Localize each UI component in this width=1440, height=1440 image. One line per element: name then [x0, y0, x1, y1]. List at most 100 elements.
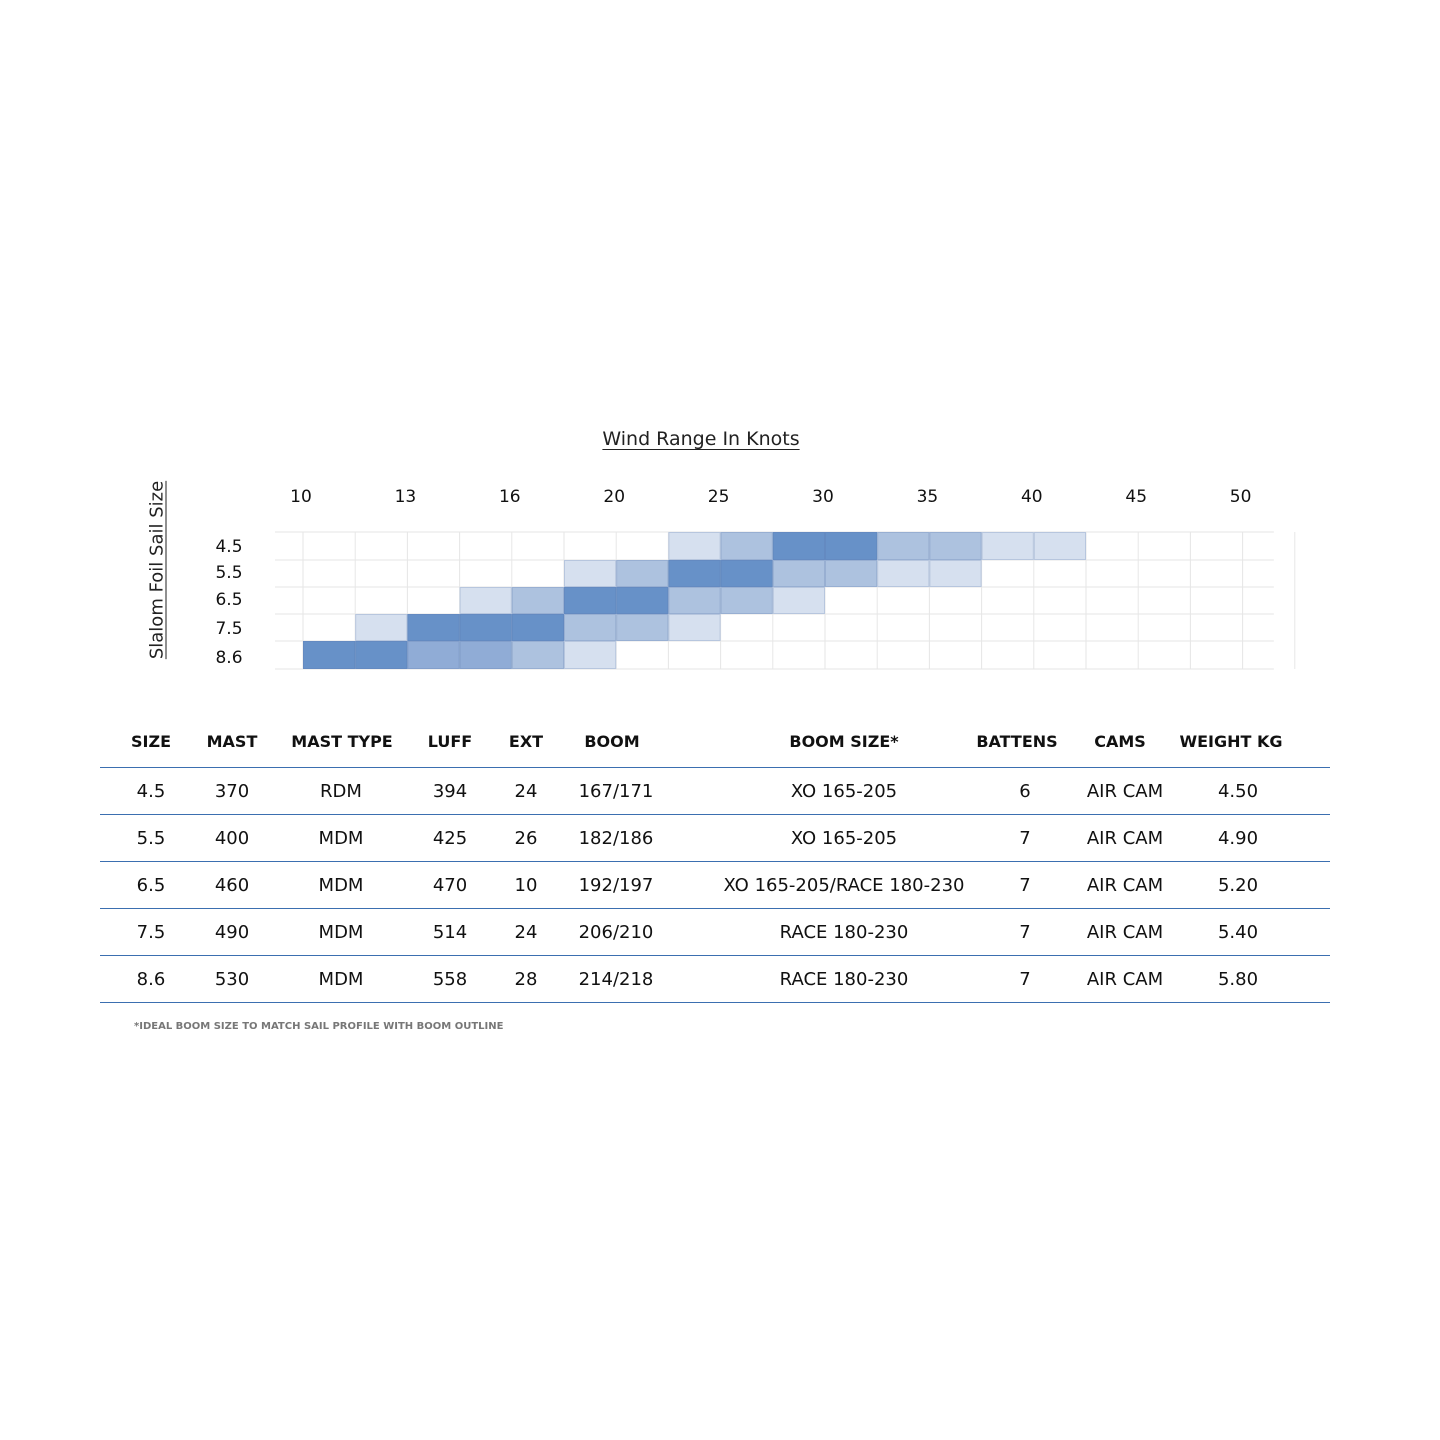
heatmap-cell	[616, 614, 669, 641]
heatmap-cell-edge	[303, 641, 356, 669]
table-cell: RDM	[320, 780, 362, 802]
heatmap-cell-edge	[616, 560, 669, 587]
heatmap-cell-edge	[668, 532, 721, 560]
heatmap-cell-edge	[668, 587, 721, 614]
table-cell: XO 165-205	[790, 827, 898, 849]
table-cell: 7	[1019, 874, 1031, 896]
table-cell: RACE 180-230	[779, 968, 909, 990]
table-cell: 490	[214, 921, 250, 943]
spec-table: SIZE MAST MAST TYPE LUFF EXT BOOM BOOM SIZE* BA…	[100, 715, 1330, 1003]
heatmap-cell	[511, 641, 564, 669]
heatmap-cell-edge	[511, 587, 564, 614]
heatmap-cell-edge	[929, 532, 982, 560]
heatmap-cell	[772, 532, 825, 560]
table-cell: 530	[214, 968, 250, 990]
table-body: 4.5 370 RDM 394 24 167/171 XO 165-205 6 AIR CAM 4…	[100, 767, 1330, 1003]
table-header-row: SIZE MAST MAST TYPE LUFF EXT BOOM BOOM SIZE* BA…	[100, 715, 1330, 767]
table-cell: 24	[514, 921, 538, 943]
table-cell: 7	[1019, 827, 1031, 849]
heatmap-cell	[1033, 532, 1086, 560]
table-cell: AIR CAM	[1086, 921, 1164, 943]
heatmap-cell-edge	[459, 641, 512, 669]
y-tick-label: 7.5	[215, 619, 242, 639]
table-cell: 470	[432, 874, 468, 896]
y-tick-label: 5.5	[215, 563, 242, 583]
table-cell: 514	[432, 921, 468, 943]
table-cell: RACE 180-230	[779, 921, 909, 943]
table-cell: MDM	[318, 874, 364, 896]
heatmap-cell	[355, 614, 408, 641]
table-row: 4.5 370 RDM 394 24 167/171 XO 165-205 6 AIR CAM 4…	[100, 767, 1330, 814]
column-header: EXT	[508, 731, 544, 751]
table-cell: 10	[514, 874, 538, 896]
heatmap-cell	[929, 532, 982, 560]
column-header: MAST TYPE	[291, 731, 393, 751]
x-tick-label: 45	[1125, 487, 1147, 507]
table-cell: XO 165-205	[790, 780, 898, 802]
heatmap-cell	[668, 614, 721, 641]
table-row: 5.5 400 MDM 425 26 182/186 XO 165-205 7 AIR CAM 4…	[100, 814, 1330, 861]
heatmap-cell	[459, 641, 512, 669]
heatmap-cell	[616, 587, 669, 614]
heatmap-cell-edge	[459, 614, 512, 641]
table-cell: 460	[214, 874, 250, 896]
table-cell: MDM	[318, 921, 364, 943]
heatmap-cell-edge	[564, 641, 617, 669]
heatmap-cell-edge	[564, 587, 617, 614]
heatmap-cell	[877, 560, 930, 587]
x-tick-label: 25	[708, 487, 730, 507]
column-header: LUFF	[427, 731, 473, 751]
table-cell: AIR CAM	[1086, 827, 1164, 849]
column-header: SIZE	[130, 731, 172, 751]
heatmap-cell-edge	[668, 614, 721, 641]
table-cell: MDM	[318, 968, 364, 990]
table-cell: 8.6	[136, 968, 166, 990]
footnote: *IDEAL BOOM SIZE TO MATCH SAIL PROFILE W…	[134, 1021, 504, 1032]
heatmap-cell-edge	[929, 560, 982, 587]
heatmap-cell	[511, 587, 564, 614]
heatmap-cell-edge	[511, 641, 564, 669]
column-header: CAMS	[1094, 731, 1146, 751]
table-cell: 5.40	[1217, 921, 1259, 943]
column-header: MAST	[206, 731, 258, 751]
heatmap-cell-edge	[355, 614, 408, 641]
heatmap-cell	[355, 641, 408, 669]
table-row: 7.5 490 MDM 514 24 206/210 RACE 180-230 7 AIR CA…	[100, 908, 1330, 955]
heatmap-cell-edge	[720, 560, 773, 587]
table-cell: 206/210	[578, 921, 654, 943]
table-cell: AIR CAM	[1086, 780, 1164, 802]
table-cell: 182/186	[578, 827, 654, 849]
heatmap-cell	[459, 614, 512, 641]
table-cell: XO 165-205/RACE 180-230	[723, 874, 965, 896]
table-cell: 394	[432, 780, 468, 802]
heatmap-cell	[825, 560, 878, 587]
table-cell: AIR CAM	[1086, 874, 1164, 896]
x-tick-label: 10	[290, 487, 312, 507]
table-cell: 4.90	[1217, 827, 1259, 849]
heatmap-cell	[772, 587, 825, 614]
heatmap-cell-edge	[877, 532, 930, 560]
table-cell: 7.5	[136, 921, 166, 943]
heatmap-cell-edge	[459, 587, 512, 614]
table-row: 6.5 460 MDM 470 10 192/197 XO 165-205/RACE 180…	[100, 861, 1330, 908]
chart-title: Wind Range In Knots	[602, 428, 800, 450]
heatmap-cell	[929, 560, 982, 587]
heatmap-cell-edge	[407, 641, 460, 669]
heatmap-cell	[407, 614, 460, 641]
table-cell: 192/197	[578, 874, 654, 896]
table-cell: 5.20	[1217, 874, 1259, 896]
x-tick-label: 20	[603, 487, 625, 507]
heatmap-cell	[407, 641, 460, 669]
x-tick-label: 35	[917, 487, 939, 507]
heatmap-cell-edge	[772, 532, 825, 560]
heatmap-cell	[981, 532, 1034, 560]
table-cell: 24	[514, 780, 538, 802]
x-tick-label: 16	[499, 487, 521, 507]
column-header: BOOM SIZE*	[789, 731, 899, 751]
heatmap-cell-edge	[564, 614, 617, 641]
heatmap-cell-edge	[511, 614, 564, 641]
table-cell: AIR CAM	[1086, 968, 1164, 990]
table-cell: MDM	[318, 827, 364, 849]
column-header: WEIGHT KG	[1179, 731, 1283, 751]
heatmap-cell-edge	[564, 560, 617, 587]
